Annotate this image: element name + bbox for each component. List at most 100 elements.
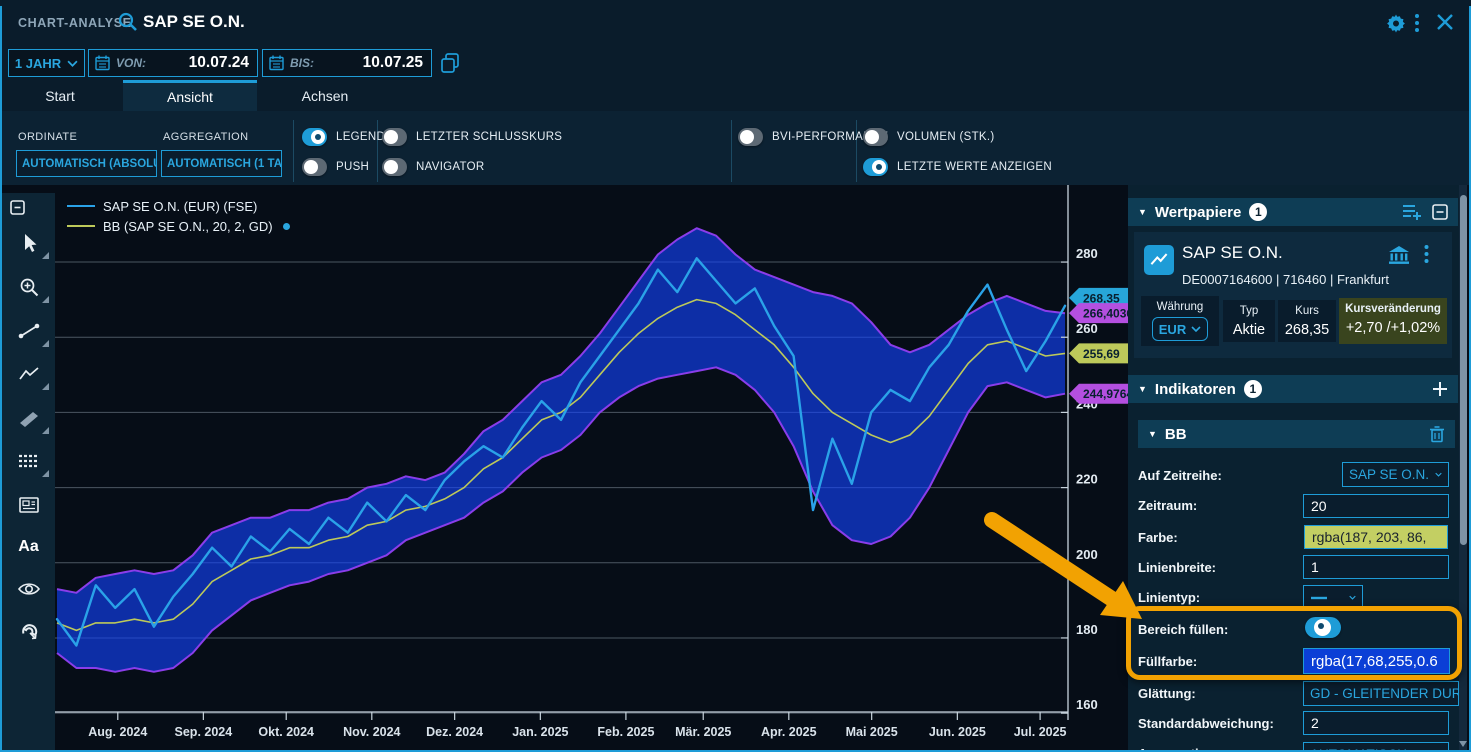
- bb-aggregation-value: AUTOMATISCH: [1310, 747, 1407, 752]
- chart-legend: SAP SE O.N. (EUR) (FSE) BB (SAP SE O.N.,…: [67, 196, 290, 236]
- scrollbar-thumb[interactable]: [1459, 195, 1467, 545]
- range-dropdown[interactable]: 1 JAHR: [8, 49, 85, 77]
- indikatoren-header[interactable]: ▼ Indikatoren 1: [1128, 375, 1458, 403]
- legend-swatch: [67, 205, 95, 207]
- zoom-icon[interactable]: [2, 269, 55, 305]
- aggregation-label: AGGREGATION: [163, 131, 249, 143]
- aggregation-dropdown[interactable]: AUTOMATISCH (1 TAG): [161, 150, 282, 177]
- legend-dot[interactable]: [282, 222, 290, 230]
- letzte-werte-anzeigen-toggle[interactable]: [863, 158, 888, 176]
- add-indicator-icon[interactable]: [1432, 381, 1448, 397]
- date-from-field[interactable]: VON: 10.07.24: [88, 49, 258, 77]
- bis-label: BIS:: [290, 56, 314, 70]
- legend-swatch: [67, 225, 95, 227]
- bb-lower-line: [56, 366, 1066, 673]
- auf-zeitreihe-label: Auf Zeitreihe:: [1138, 468, 1222, 483]
- date-controls: 1 JAHR VON: 10.07.24 BIS: 10.07.25: [0, 48, 1471, 80]
- collapse-chevron-icon[interactable]: ▼: [1138, 384, 1147, 394]
- scrollbar-down-arrow[interactable]: [1459, 739, 1467, 749]
- tab-ansicht[interactable]: Ansicht: [123, 80, 257, 111]
- wertpapiere-header[interactable]: ▼ Wertpapiere 1: [1128, 198, 1458, 226]
- fuellfarbe-input[interactable]: rgba(17,68,255,0.6: [1303, 648, 1450, 674]
- calendar-icon: [95, 55, 110, 71]
- visibility-eye-icon[interactable]: [2, 571, 55, 607]
- magnet-snap-icon[interactable]: [2, 613, 55, 649]
- shape-icon[interactable]: [2, 400, 55, 436]
- navigator-toggle[interactable]: [382, 158, 407, 176]
- security-card[interactable]: SAP SE O.N. DE0007164600 | 716460 | Fran…: [1134, 232, 1452, 358]
- x-axis-label: Nov. 2024: [343, 725, 400, 739]
- kebab-menu-icon[interactable]: [1414, 13, 1420, 33]
- grid-rows-icon[interactable]: [2, 443, 55, 479]
- standardabweichung-label: Standardabweichung:: [1138, 716, 1274, 731]
- waehrung-box: Währung EUR: [1141, 296, 1219, 346]
- news-icon[interactable]: [2, 487, 55, 523]
- cursor-icon[interactable]: [2, 225, 55, 261]
- bb-aggregation-label: Aggregation:: [1138, 746, 1219, 752]
- search-input[interactable]: SAP SE O.N.: [143, 12, 245, 31]
- glaettung-dropdown[interactable]: GD - GLEITENDER DUR: [1303, 681, 1459, 706]
- date-to-field[interactable]: BIS: 10.07.25: [262, 49, 432, 77]
- zeitraum-input[interactable]: 20: [1303, 494, 1449, 518]
- standardabweichung-input[interactable]: 2: [1303, 711, 1449, 735]
- legende-toggle[interactable]: [302, 128, 327, 146]
- settings-gear-icon[interactable]: [1386, 13, 1406, 33]
- farbe-input[interactable]: rgba(187, 203, 86,: [1304, 525, 1448, 549]
- wertpapiere-title: Wertpapiere: [1154, 203, 1242, 221]
- letzter-schlusskurs-toggle[interactable]: [382, 128, 407, 146]
- divider: [856, 120, 857, 182]
- delete-indicator-trash-icon[interactable]: [1429, 425, 1445, 443]
- linientyp-dropdown[interactable]: [1303, 585, 1363, 610]
- auf-zeitreihe-dropdown[interactable]: SAP SE O.N.: [1342, 462, 1449, 487]
- chart-area: 280 260 240 220 200 180 160 Aug. 2024 Sep. 2024 O…: [55, 185, 1128, 752]
- y-axis-label: 200: [1076, 547, 1098, 562]
- typ-box: Typ Aktie: [1223, 300, 1275, 342]
- collapse-chevron-icon[interactable]: ▼: [1148, 429, 1157, 439]
- currency-dropdown[interactable]: EUR: [1152, 317, 1208, 341]
- exchange-bank-icon[interactable]: [1388, 245, 1410, 265]
- letzte-werte-anzeigen-label: LETZTE WERTE ANZEIGEN: [897, 161, 1052, 173]
- tabbar: Start Ansicht Achsen: [0, 80, 1471, 111]
- text-tool-label: Aa: [18, 538, 39, 555]
- legende-toggle-label: LEGENDE: [336, 131, 394, 143]
- bereich-fuellen-toggle[interactable]: [1305, 617, 1341, 638]
- add-to-list-icon[interactable]: [1402, 203, 1422, 221]
- bvi-performance-label: BVI-PERFORMANCE: [772, 131, 889, 143]
- bvi-performance-toggle[interactable]: [738, 128, 763, 146]
- trendline-icon[interactable]: [2, 313, 55, 349]
- tab-start[interactable]: Start: [45, 87, 75, 104]
- text-tool-icon[interactable]: Aa: [2, 529, 55, 565]
- chart-type-icon[interactable]: [1144, 245, 1174, 275]
- divider: [377, 120, 378, 182]
- bb-indicator-header[interactable]: ▼ BB: [1138, 420, 1455, 448]
- bis-value: 10.07.25: [362, 54, 423, 71]
- y-axis-label: 220: [1076, 472, 1098, 487]
- minimize-section-icon[interactable]: [1432, 204, 1448, 220]
- currency-value: EUR: [1158, 321, 1187, 337]
- tab-achsen[interactable]: Achsen: [301, 87, 349, 104]
- search-icon[interactable]: [117, 11, 139, 33]
- collapse-chevron-icon[interactable]: ▼: [1138, 207, 1147, 217]
- collapse-panel-icon[interactable]: [2, 195, 55, 219]
- volumen-toggle[interactable]: [863, 128, 888, 146]
- duplicate-chart-icon[interactable]: [439, 52, 461, 74]
- zigzag-line-icon[interactable]: [2, 356, 55, 392]
- close-icon[interactable]: [1436, 13, 1454, 31]
- wertpapiere-count-badge: 1: [1249, 203, 1268, 221]
- linienbreite-input[interactable]: 1: [1303, 555, 1449, 579]
- titlebar: CHART-ANALYSE SAP SE O.N.: [0, 0, 1471, 44]
- x-axis-label: Okt. 2024: [258, 725, 314, 739]
- letzter-schlusskurs-label: LETZTER SCHLUSSKURS: [416, 131, 563, 143]
- price-line: [55, 257, 1067, 647]
- push-toggle[interactable]: [302, 158, 327, 176]
- svg-text:244,9764: 244,9764: [1083, 387, 1128, 401]
- bereich-fuellen-label: Bereich füllen:: [1138, 622, 1229, 637]
- bb-aggregation-dropdown[interactable]: AUTOMATISCH: [1303, 742, 1449, 752]
- ordinate-dropdown[interactable]: AUTOMATISCH (ABSOLUT): [16, 150, 157, 177]
- indikatoren-title: Indikatoren: [1154, 380, 1236, 398]
- panel-scrollbar[interactable]: [1459, 185, 1467, 752]
- security-menu-icon[interactable]: [1424, 244, 1429, 264]
- linientyp-label: Linientyp:: [1138, 590, 1201, 605]
